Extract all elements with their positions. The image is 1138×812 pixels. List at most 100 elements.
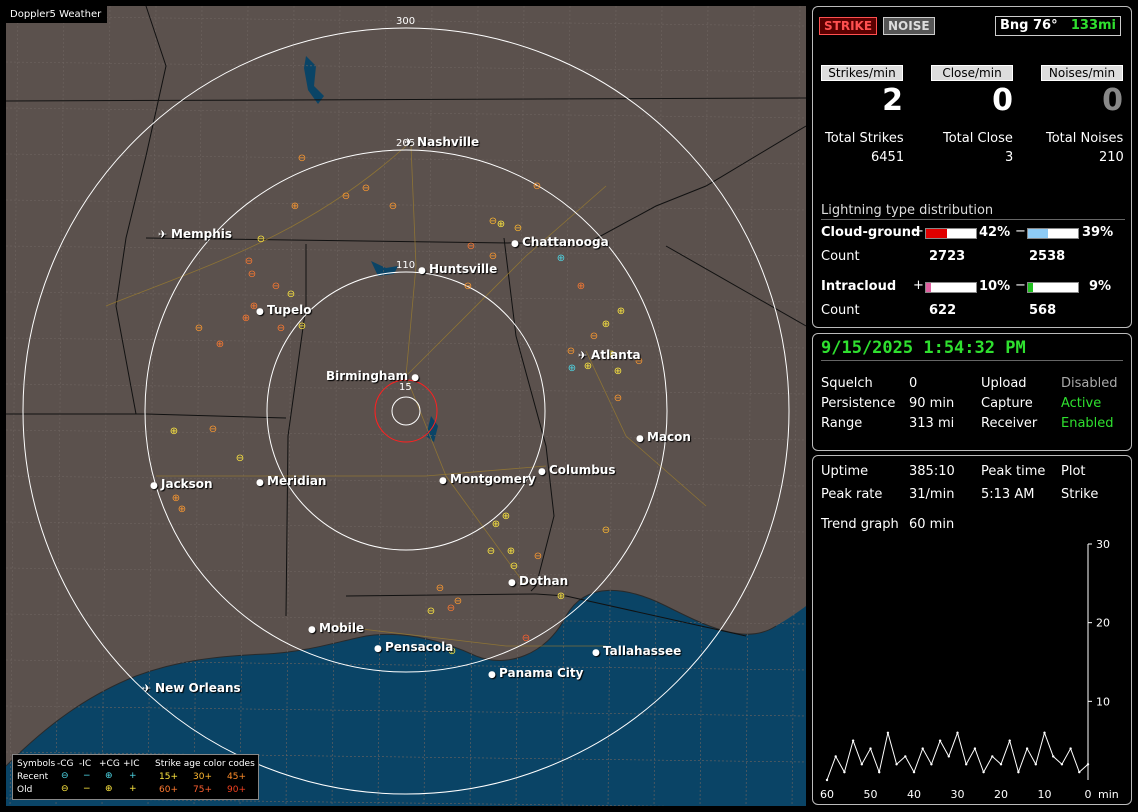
total-noises-label: Total Noises bbox=[1046, 131, 1124, 146]
close-min-button[interactable]: Close/min bbox=[931, 65, 1013, 81]
capture-value: Active bbox=[1061, 396, 1102, 411]
cg-negative-bar bbox=[1027, 228, 1079, 239]
total-strikes-value: 6451 bbox=[871, 150, 905, 165]
legend-header: +CG bbox=[99, 759, 120, 769]
trend-point bbox=[912, 770, 916, 774]
city-label: Pensacola bbox=[385, 640, 454, 654]
city-marker: ● Columbus bbox=[538, 463, 616, 477]
county-line bbox=[6, 521, 806, 533]
city-marker: ● Dothan bbox=[508, 574, 568, 588]
city-dot-icon: ● bbox=[439, 476, 450, 486]
strike-toggle-button[interactable]: STRIKE bbox=[819, 17, 878, 35]
city-label: Meridian bbox=[267, 474, 327, 488]
road bbox=[156, 465, 547, 477]
y-tick-label: 20 bbox=[1096, 617, 1110, 630]
airport-icon: ✈ bbox=[404, 136, 418, 149]
county-line bbox=[285, 6, 295, 806]
y-tick-label: 30 bbox=[1096, 538, 1110, 551]
strike-marker: ⊖ bbox=[590, 331, 598, 342]
trend-point bbox=[1069, 747, 1072, 750]
strike-marker: ⊖ bbox=[236, 453, 244, 464]
bearing-value: Bng 76° bbox=[1000, 18, 1058, 33]
squelch-label: Squelch bbox=[821, 376, 873, 391]
road bbox=[405, 185, 607, 377]
legend-recent-label: Recent bbox=[17, 772, 49, 782]
strike-marker: ⊖ bbox=[489, 251, 497, 262]
x-tick-label: 0 bbox=[1085, 788, 1092, 801]
city-dot-icon: ● bbox=[256, 478, 267, 488]
ic-positive-bar bbox=[925, 282, 977, 293]
trend-point bbox=[834, 755, 837, 758]
legend-age: 75+ bbox=[193, 785, 212, 795]
datetime: 9/15/2025 1:54:32 PM bbox=[821, 338, 1026, 358]
strike-marker: ⊖ bbox=[467, 241, 475, 252]
county-line bbox=[193, 6, 203, 806]
legend-old-label: Old bbox=[17, 785, 33, 795]
city-marker: ✈ Atlanta bbox=[578, 348, 641, 362]
strike-marker: ⊖ bbox=[510, 561, 518, 572]
city-dot-icon: ● bbox=[508, 578, 519, 588]
strike-marker: ⊖ bbox=[195, 323, 203, 334]
city-marker: ✈ Memphis bbox=[158, 227, 232, 241]
cg-positive-count: 2723 bbox=[929, 249, 966, 264]
plot-value[interactable]: Strike bbox=[1061, 487, 1099, 502]
noises-min-button[interactable]: Noises/min bbox=[1041, 65, 1123, 81]
x-tick-label: 20 bbox=[994, 788, 1008, 801]
trend-point bbox=[1008, 739, 1011, 742]
strike-marker: ⊕ bbox=[507, 546, 515, 557]
state-border bbox=[345, 593, 537, 597]
city-label: Columbus bbox=[549, 463, 616, 477]
county-line bbox=[6, 659, 806, 671]
strike-status-panel: STRIKE NOISE Bng 76° 133mi Strikes/min C… bbox=[812, 6, 1132, 328]
county-line bbox=[423, 6, 433, 806]
city-dot-icon: ● bbox=[374, 644, 385, 654]
trend-label: Trend graph bbox=[821, 517, 899, 532]
state-border bbox=[6, 97, 806, 102]
city-label: Atlanta bbox=[591, 348, 641, 362]
cg-negative-count: 2538 bbox=[1029, 249, 1066, 264]
county-line bbox=[469, 6, 479, 806]
legend-age: 30+ bbox=[193, 772, 212, 782]
county-line bbox=[515, 6, 525, 806]
city-label: Panama City bbox=[499, 666, 584, 680]
lightning-map[interactable]: ⊖ ⊖ ⊖ ⊕ ⊖ ⊖ ⊖ ⊖ ⊖ ⊖ ⊖ ⊕ ⊕ ⊖ ⊖ ⊕ ⊖ ⊖ ⊕ ⊖ ⊖ ⊖ ⊕ ⊕ ⊕ ⊕ ⊖ ⊖ ⊕ ⊕ ⊕ ⊕ ⊖ ⊖ ⊖ ⊕ ⊖ ⊖ ⊕ ⊕… bbox=[6, 6, 806, 806]
legend-symbol-icon: + bbox=[129, 771, 137, 781]
persistence-label: Persistence bbox=[821, 396, 896, 411]
strike-marker: ⊕ bbox=[602, 319, 610, 330]
county-line bbox=[6, 61, 806, 73]
county-line bbox=[6, 107, 806, 119]
county-line bbox=[6, 567, 806, 579]
strike-marker: ⊖ bbox=[272, 281, 280, 292]
county-line bbox=[6, 475, 806, 487]
legend-age: 15+ bbox=[159, 772, 178, 782]
city-dot-icon: ● bbox=[408, 373, 420, 383]
divider bbox=[821, 219, 1125, 220]
peak-time-value: 5:13 AM bbox=[981, 487, 1035, 502]
airport-icon: ✈ bbox=[142, 682, 156, 695]
cg-positive-bar bbox=[925, 228, 977, 239]
trend-point bbox=[1078, 770, 1081, 774]
x-tick-label: 10 bbox=[1038, 788, 1052, 801]
city-dot-icon: ● bbox=[636, 434, 647, 444]
trend-point bbox=[965, 763, 968, 766]
noises-min-value: 0 bbox=[1102, 83, 1123, 118]
noise-toggle-button[interactable]: NOISE bbox=[883, 17, 935, 35]
city-marker: ● Panama City bbox=[488, 666, 583, 680]
strike-marker: ⊖ bbox=[514, 223, 522, 234]
map-canvas: ⊖⊖⊖⊕ ⊖⊖⊖⊖⊖⊖⊖⊕⊕⊖⊖⊕⊖⊖ ⊕ ⊖⊖⊖ ⊕⊕⊕⊕⊖⊖ ⊕⊕ ⊕⊕⊖⊖⊖⊕ ⊖⊖⊕⊕… bbox=[6, 6, 806, 806]
strike-marker: ⊖ bbox=[342, 191, 350, 202]
strike-marker: ⊕ bbox=[497, 219, 505, 230]
city-marker: ● Montgomery bbox=[439, 472, 536, 486]
trend-point bbox=[938, 739, 942, 742]
strikes-min-button[interactable]: Strikes/min bbox=[821, 65, 903, 81]
city-label: Mobile bbox=[319, 621, 365, 635]
state-border bbox=[665, 245, 806, 327]
trend-point bbox=[930, 763, 933, 766]
strike-marker: ⊖ bbox=[635, 356, 643, 367]
city-marker: ● Tallahassee bbox=[592, 644, 681, 658]
city-label: Memphis bbox=[171, 227, 233, 241]
county-line bbox=[239, 6, 249, 806]
count-label: Count bbox=[821, 249, 860, 264]
cg-negative-pct: 39% bbox=[1082, 225, 1114, 240]
bearing-box: Bng 76° 133mi bbox=[995, 16, 1121, 36]
